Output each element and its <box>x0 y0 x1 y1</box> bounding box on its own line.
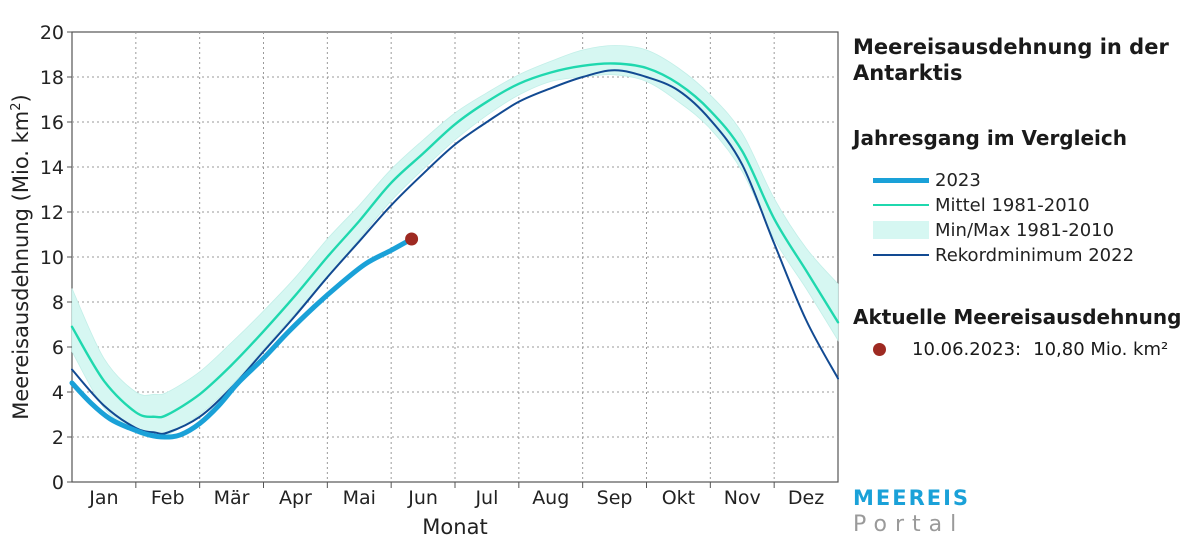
current-heading: Aktuelle Meereisausdehnung <box>853 305 1182 329</box>
current-value: 10,80 Mio. km² <box>1033 339 1169 360</box>
x-tick-label: Dez <box>788 487 824 509</box>
y-tick-label: 20 <box>40 22 64 44</box>
series-line-rekordminimum <box>71 69 839 435</box>
legend-label: Mittel 1981-2010 <box>935 194 1090 216</box>
legend-label: Rekordminimum 2022 <box>935 244 1135 266</box>
x-tick-label: Nov <box>724 487 761 509</box>
y-tick-label: 2 <box>52 427 64 449</box>
y-tick-label: 14 <box>40 157 64 179</box>
legend-item: Mittel 1981-2010 <box>873 193 1090 217</box>
x-tick-label: Apr <box>279 487 312 509</box>
brand-logo-bottom: Portal <box>853 512 965 537</box>
y-tick-label: 6 <box>52 337 64 359</box>
x-tick-label: Feb <box>151 487 185 509</box>
y-tick-label: 18 <box>40 67 64 89</box>
y-tick-label: 16 <box>40 112 64 134</box>
x-tick-label: Aug <box>532 487 569 509</box>
x-tick-label: Mär <box>214 487 250 509</box>
legend-swatch <box>873 170 929 190</box>
y-tick-label: 10 <box>40 247 64 269</box>
legend-swatch <box>873 195 929 215</box>
current-value-row: 10.06.2023: 10,80 Mio. km² <box>873 339 1168 360</box>
y-tick-label: 12 <box>40 202 64 224</box>
x-tick-label: Jun <box>407 487 438 509</box>
x-tick-label: Okt <box>662 487 695 509</box>
y-tick-label: 0 <box>52 472 64 494</box>
x-axis-title: Monat <box>422 515 487 539</box>
current-marker-icon <box>873 343 886 356</box>
x-tick-label: Sep <box>597 487 633 509</box>
legend-swatch <box>873 221 929 239</box>
tick-layer: 0 2 4 6 8 10 12 14 16 18 20 Jan Feb Mär Apr Mai Jun Jul Au… <box>40 22 824 509</box>
minmax-band <box>71 45 839 438</box>
x-tick-label: Jul <box>474 487 498 509</box>
brand-logo-top: MEEREIS <box>853 486 971 510</box>
chart-title: Meereisausdehnung in der Antarktis <box>853 35 1169 85</box>
legend-label: 2023 <box>935 169 981 191</box>
y-axis-title: Meereisausdehnung (Mio. km2) <box>9 94 33 420</box>
current-date: 10.06.2023: <box>912 339 1022 360</box>
line-layer <box>69 62 840 440</box>
x-tick-label: Mai <box>343 487 376 509</box>
y-tick-label: 4 <box>52 382 64 404</box>
series-line-2023 <box>69 236 415 440</box>
current-point <box>405 232 419 246</box>
y-tick-label: 8 <box>52 292 64 314</box>
legend-item: 2023 <box>873 168 981 192</box>
band-layer <box>71 45 839 438</box>
series-line-mittel <box>70 62 840 419</box>
legend-item: Rekordminimum 2022 <box>873 243 1134 267</box>
chart-subtitle: Jahresgang im Vergleich <box>853 126 1127 150</box>
legend-item: Min/Max 1981-2010 <box>873 218 1114 242</box>
x-tick-label: Jan <box>88 487 118 509</box>
legend-swatch <box>873 245 929 265</box>
legend-label: Min/Max 1981-2010 <box>935 219 1115 241</box>
